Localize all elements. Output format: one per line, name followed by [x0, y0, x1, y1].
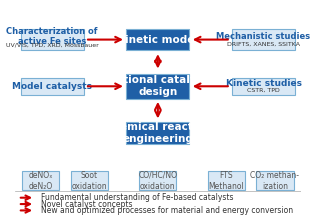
FancyBboxPatch shape — [21, 29, 84, 50]
Text: Mechanistic studies: Mechanistic studies — [216, 32, 311, 41]
Text: Rational catalyst
design: Rational catalyst design — [108, 75, 208, 97]
Text: New and optimized processes for material and energy conversion: New and optimized processes for material… — [41, 206, 293, 215]
FancyBboxPatch shape — [232, 29, 295, 50]
Text: CO₂ methan-
ization: CO₂ methan- ization — [251, 171, 299, 191]
Text: CO/HC/NO
oxidation: CO/HC/NO oxidation — [138, 171, 177, 191]
Text: DRIFTS, XANES, SSITKA: DRIFTS, XANES, SSITKA — [227, 41, 300, 46]
Text: CSTR, TPD: CSTR, TPD — [247, 88, 280, 93]
FancyBboxPatch shape — [126, 74, 189, 99]
Text: UV/VIS, TPD, XRD, Mössbauer: UV/VIS, TPD, XRD, Mössbauer — [6, 42, 98, 47]
FancyBboxPatch shape — [126, 122, 189, 144]
Text: Novel catalyst concepts: Novel catalyst concepts — [41, 200, 132, 209]
Text: Kinetic studies: Kinetic studies — [226, 79, 302, 88]
Text: Characterization of
active Fe sites: Characterization of active Fe sites — [6, 27, 98, 46]
FancyBboxPatch shape — [139, 171, 176, 190]
Text: Kinetic model: Kinetic model — [117, 35, 198, 44]
Text: Soot
oxidation: Soot oxidation — [72, 171, 107, 191]
FancyBboxPatch shape — [22, 171, 59, 190]
Text: Fundamental understanding of Fe-based catalysts: Fundamental understanding of Fe-based ca… — [41, 193, 233, 202]
FancyBboxPatch shape — [21, 78, 84, 95]
Text: Model catalysts: Model catalysts — [12, 82, 92, 91]
Text: FTS
Methanol: FTS Methanol — [209, 171, 244, 191]
FancyBboxPatch shape — [126, 29, 189, 50]
FancyBboxPatch shape — [208, 171, 245, 190]
FancyBboxPatch shape — [71, 171, 108, 190]
Text: Chemical reaction
engineering: Chemical reaction engineering — [105, 122, 211, 144]
FancyBboxPatch shape — [232, 78, 295, 95]
FancyBboxPatch shape — [256, 171, 293, 190]
Text: deNOₓ
deN₂O: deNOₓ deN₂O — [29, 171, 53, 191]
